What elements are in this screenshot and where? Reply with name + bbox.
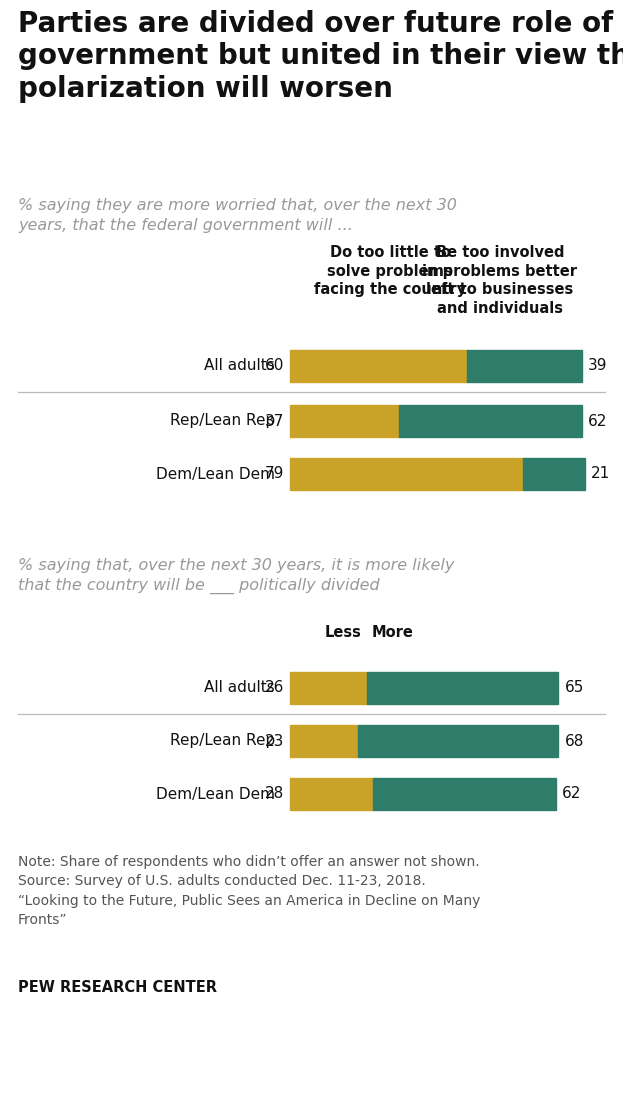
Text: All adults: All adults: [204, 358, 275, 374]
Bar: [290, 406, 399, 437]
Text: 65: 65: [564, 680, 584, 696]
Bar: [523, 458, 585, 490]
Text: 23: 23: [265, 733, 284, 748]
Bar: [290, 671, 367, 704]
Text: 62: 62: [561, 787, 581, 801]
Text: 37: 37: [265, 413, 284, 429]
Bar: [358, 725, 558, 757]
Text: 26: 26: [265, 680, 284, 696]
Bar: [290, 778, 373, 810]
Bar: [399, 406, 582, 437]
Text: More: More: [372, 625, 414, 640]
Text: % saying that, over the next 30 years, it is more likely
that the country will b: % saying that, over the next 30 years, i…: [18, 558, 454, 593]
Text: % saying they are more worried that, over the next 30
years, that the federal go: % saying they are more worried that, ove…: [18, 198, 457, 233]
Text: Rep/Lean Rep: Rep/Lean Rep: [169, 733, 275, 748]
Text: 68: 68: [564, 733, 584, 748]
Text: 60: 60: [265, 358, 284, 374]
Bar: [290, 725, 358, 757]
Text: Less: Less: [325, 625, 362, 640]
Text: Parties are divided over future role of
government but united in their view that: Parties are divided over future role of …: [18, 10, 623, 103]
Text: Note: Share of respondents who didn’t offer an answer not shown.
Source: Survey : Note: Share of respondents who didn’t of…: [18, 855, 480, 928]
Text: 39: 39: [588, 358, 607, 374]
Text: PEW RESEARCH CENTER: PEW RESEARCH CENTER: [18, 980, 217, 995]
Bar: [467, 349, 582, 382]
Bar: [373, 778, 556, 810]
Text: Do too little to
solve problems
facing the country: Do too little to solve problems facing t…: [314, 245, 466, 297]
Bar: [290, 349, 467, 382]
Text: Dem/Lean Dem: Dem/Lean Dem: [156, 787, 275, 801]
Text: All adults: All adults: [204, 680, 275, 696]
Text: 79: 79: [265, 466, 284, 481]
Text: 21: 21: [591, 466, 611, 481]
Text: Be too involved
in problems better
left to businesses
and individuals: Be too involved in problems better left …: [422, 245, 578, 315]
Bar: [290, 458, 523, 490]
Text: 28: 28: [265, 787, 284, 801]
Text: Rep/Lean Rep: Rep/Lean Rep: [169, 413, 275, 429]
Bar: [367, 671, 558, 704]
Text: 62: 62: [588, 413, 607, 429]
Text: Dem/Lean Dem: Dem/Lean Dem: [156, 466, 275, 481]
